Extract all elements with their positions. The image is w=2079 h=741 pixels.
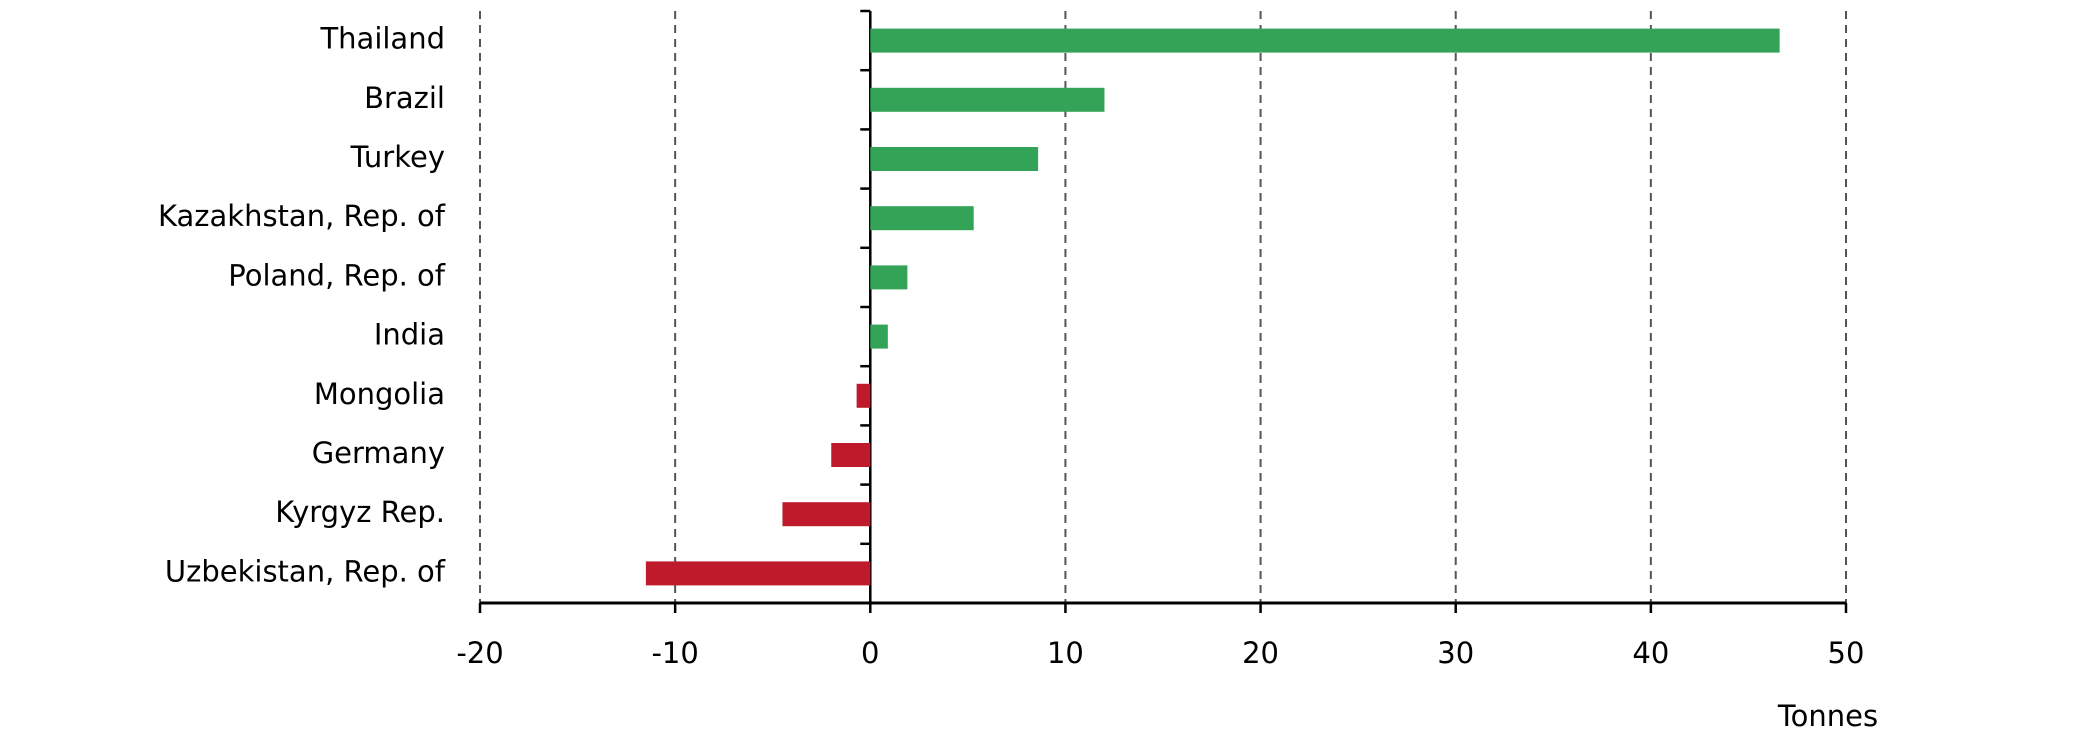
bar [870, 324, 888, 349]
y-tick-label: Turkey [350, 140, 445, 174]
y-tick-label: Uzbekistan, Rep. of [165, 554, 446, 588]
x-tick-label: 40 [1632, 636, 1669, 670]
bar [870, 147, 1039, 171]
bar [831, 443, 871, 467]
bar [856, 383, 871, 408]
x-axis-title: Tonnes [1777, 699, 1878, 733]
y-tick-label: India [374, 318, 445, 352]
bar [870, 87, 1105, 112]
bar [870, 265, 908, 290]
y-tick-label: Kazakhstan, Rep. of [158, 199, 446, 233]
y-tick-label: Mongolia [314, 377, 445, 411]
x-tick-label: 50 [1828, 636, 1865, 670]
y-tick-label: Thailand [319, 22, 445, 56]
x-tick-label: 30 [1437, 636, 1474, 670]
y-tick-label: Poland, Rep. of [228, 258, 446, 292]
bar [782, 502, 871, 527]
y-tick-label: Kyrgyz Rep. [275, 495, 445, 529]
x-tick-label: -10 [651, 636, 698, 670]
y-tick-label: Brazil [364, 81, 445, 115]
bar [870, 28, 1780, 53]
x-tick-label: -20 [456, 636, 503, 670]
x-tick-label: 10 [1047, 636, 1084, 670]
x-tick-label: 0 [861, 636, 879, 670]
y-tick-label: Germany [312, 436, 445, 470]
bar [645, 561, 871, 586]
x-tick-label: 20 [1242, 636, 1279, 670]
bar [870, 206, 974, 231]
